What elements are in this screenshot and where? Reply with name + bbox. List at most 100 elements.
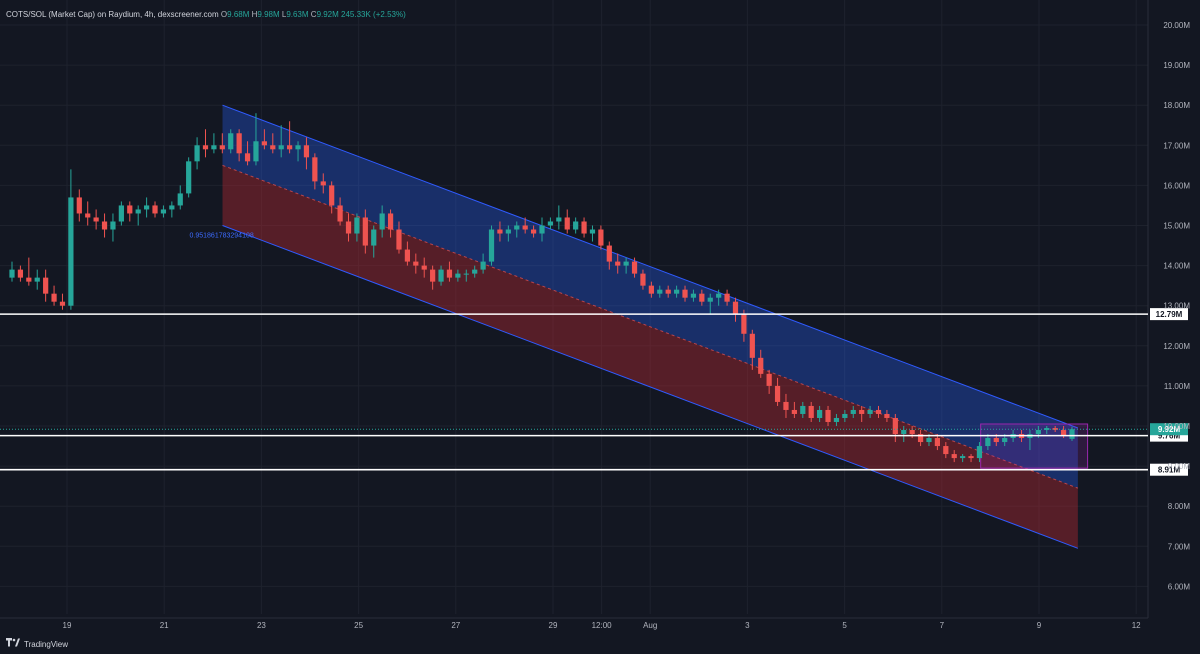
close-value: 9.92M [316, 10, 339, 19]
candle-body [623, 261, 629, 266]
candle-body [1069, 429, 1075, 439]
y-tick-label: 18.00M [1163, 101, 1190, 110]
x-tick-label: 12 [1132, 621, 1141, 630]
candle-body [9, 269, 15, 278]
candle-body [135, 209, 141, 214]
level-label: 12.79M [1156, 310, 1183, 319]
candle-body [455, 273, 461, 278]
candle-body [530, 229, 537, 234]
y-tick-label: 15.00M [1163, 222, 1190, 231]
candle-body [337, 205, 343, 222]
horizontal-levels: 12.79M 9.76M 8.91M 9.92M [0, 308, 1188, 476]
last-price-label: 9.92M [1158, 425, 1181, 434]
y-tick-label: 19.00M [1163, 61, 1190, 70]
candle-body [194, 145, 200, 162]
x-tick-label: 19 [63, 621, 72, 630]
low-value: 9.63M [286, 10, 309, 19]
candle-body [564, 217, 570, 230]
candle-body [993, 438, 999, 443]
x-tick-label: 29 [549, 621, 558, 630]
close-label: C [310, 10, 317, 19]
candle-body [791, 409, 797, 414]
open-label: O [220, 10, 228, 19]
x-tick-label: 3 [745, 621, 750, 630]
candle-body [951, 454, 957, 459]
candle-body [413, 261, 419, 266]
candle-body [547, 221, 554, 226]
high-value: 9.98M [257, 10, 280, 19]
open-value: 9.68M [227, 10, 250, 19]
candle-body [329, 185, 335, 206]
candle-body [362, 217, 368, 246]
channel-lower-line [222, 225, 1079, 549]
y-tick-label: 13.00M [1163, 302, 1190, 311]
candle-body [732, 301, 739, 314]
candle-body [387, 213, 394, 230]
candle-body [244, 153, 251, 162]
footer-brand[interactable]: TradingView [6, 638, 68, 650]
candle-body [51, 293, 57, 302]
candle-body [850, 409, 856, 414]
candle-body [648, 285, 654, 294]
y-tick-label: 7.00M [1168, 542, 1191, 551]
change-value: 245.33K (+2.53%) [341, 10, 406, 19]
candle-body [68, 197, 74, 306]
level-label-bg [1150, 463, 1188, 476]
x-tick-label: 27 [451, 621, 460, 630]
x-axis: 19 21 23 25 27 29 12:00 Aug 3 5 7 9 12 [63, 621, 1142, 630]
y-tick-label: 12.00M [1163, 342, 1190, 351]
candle-body [152, 205, 158, 214]
candle-body [287, 145, 293, 150]
y-tick-label: 8.00M [1168, 502, 1191, 511]
candle-body [396, 229, 402, 250]
candle-body [817, 409, 823, 418]
x-tick-label: 9 [1037, 621, 1042, 630]
candle-body [842, 413, 848, 418]
candle-body [514, 225, 520, 230]
candle-body [800, 405, 806, 414]
candle-body [404, 249, 411, 262]
candle-body [749, 333, 755, 358]
candle-body [34, 277, 40, 282]
candle-body [875, 409, 882, 414]
candle-body [253, 141, 259, 162]
candle-body [976, 446, 983, 459]
candle-body [774, 385, 781, 402]
y-tick-label: 11.00M [1164, 382, 1190, 391]
candle-body [118, 205, 124, 222]
regression-channel: 0.951861783294108 [190, 104, 1079, 549]
candle-body [606, 245, 612, 262]
candle-body [640, 273, 646, 286]
candle-body [160, 209, 167, 214]
x-tick-label: 21 [160, 621, 169, 630]
candle-body [581, 221, 587, 234]
last-price-bg [1150, 423, 1188, 436]
candle-body [867, 409, 873, 414]
candle-body [228, 133, 234, 150]
candle-body [320, 181, 326, 186]
y-tick-label: 14.00M [1163, 262, 1190, 271]
candle-body [901, 430, 907, 435]
candle-body [1035, 430, 1041, 435]
candle-body [43, 277, 49, 294]
candle-body [211, 145, 217, 150]
level-label: 8.91M [1158, 466, 1181, 475]
candle-body [665, 289, 671, 294]
channel-lower-fill [222, 165, 1078, 549]
candle-body [943, 446, 949, 455]
candle-body [690, 293, 697, 298]
candle-body [26, 277, 32, 282]
candle-body [278, 145, 284, 150]
candle-body [59, 301, 66, 306]
candle-body [833, 417, 840, 422]
candle-body [909, 430, 915, 435]
level-label-bg [1150, 308, 1188, 321]
y-tick-label: 16.00M [1163, 181, 1190, 190]
channel-upper-line [222, 104, 1079, 429]
candle-body [917, 434, 924, 443]
candle-body [825, 409, 831, 422]
candle-body [884, 413, 890, 418]
y-tick-label: 6.00M [1168, 582, 1191, 591]
candle-body [556, 217, 562, 222]
